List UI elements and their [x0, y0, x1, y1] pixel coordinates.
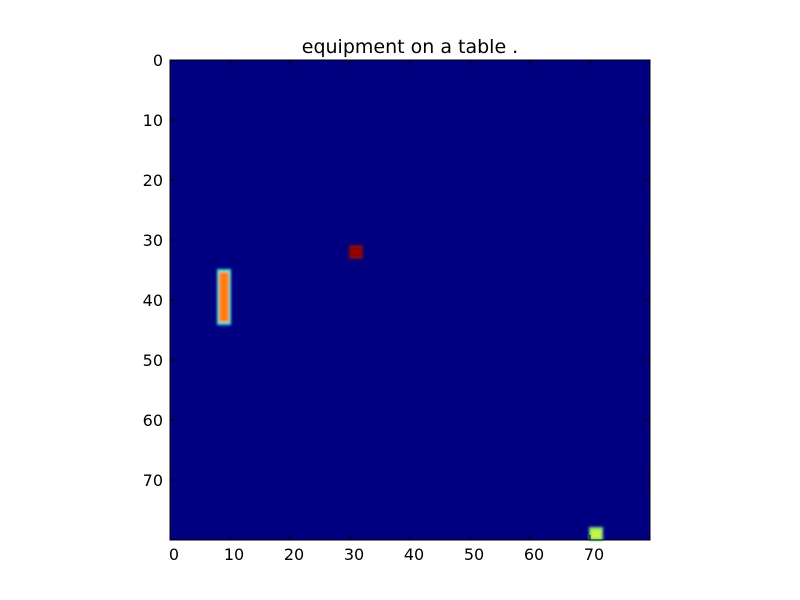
heatmap-regions	[217, 245, 603, 541]
x-tick-label: 50	[464, 545, 484, 564]
x-tick-label: 60	[524, 545, 544, 564]
x-tick-label: 40	[404, 545, 424, 564]
y-axis: 0 10 20 30 40 50 60 70	[143, 51, 650, 490]
heatmap-region-vertical-bar	[217, 269, 231, 325]
chart-title: equipment on a table .	[302, 36, 518, 58]
x-tick-label: 70	[584, 545, 604, 564]
heatmap-region-core	[351, 248, 361, 256]
y-tick-label: 30	[143, 231, 163, 250]
plot-area	[169, 59, 651, 541]
heatmap-region-core	[219, 272, 229, 322]
heatmap-background	[170, 60, 650, 540]
x-tick-label: 10	[224, 545, 244, 564]
y-tick-label: 10	[143, 111, 163, 130]
x-tick-label: 0	[169, 545, 179, 564]
x-axis: 0 10 20 30 40 50 60 70	[169, 60, 604, 564]
x-tick-label: 30	[344, 545, 364, 564]
y-tick-label: 0	[153, 51, 163, 70]
heatmap-region-core	[591, 530, 601, 538]
x-tick-label: 20	[284, 545, 304, 564]
y-tick-label: 70	[143, 471, 163, 490]
y-tick-label: 20	[143, 171, 163, 190]
heatmap-region-bottom-square	[589, 527, 603, 541]
y-tick-label: 50	[143, 351, 163, 370]
y-tick-label: 40	[143, 291, 163, 310]
heatmap-region-small-square	[349, 245, 363, 259]
y-tick-label: 60	[143, 411, 163, 430]
